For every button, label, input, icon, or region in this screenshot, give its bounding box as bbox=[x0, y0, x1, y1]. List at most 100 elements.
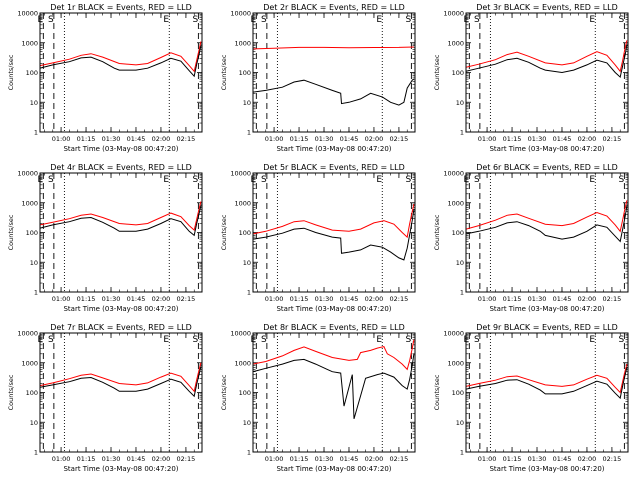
lld-series-line bbox=[253, 46, 414, 50]
plot-frame bbox=[252, 172, 416, 293]
y-axis-label: Counts/sec bbox=[220, 214, 228, 250]
events-series-line bbox=[253, 78, 415, 106]
y-axis-label: Counts/sec bbox=[220, 374, 228, 410]
chart-title: Det 7r BLACK = Events, RED = LLD bbox=[50, 323, 192, 332]
x-tick-label: 01:00 bbox=[478, 295, 497, 303]
y-tick-label: 10000 bbox=[17, 10, 38, 18]
y-tick-label: 1000 bbox=[21, 359, 38, 367]
chart-panel: Det 8r BLACK = Events, RED = LLD Counts/s… bbox=[220, 323, 416, 473]
chart-panel: Det 7r BLACK = Events, RED = LLD Counts/s… bbox=[7, 323, 203, 473]
event-marker-label: S bbox=[261, 15, 267, 25]
x-axis-label: Start Time (03-May-08 00:47:20) bbox=[63, 305, 178, 313]
x-tick-label: 02:00 bbox=[365, 295, 384, 303]
x-tick-label: 01:30 bbox=[315, 135, 334, 143]
y-tick-label: 10000 bbox=[17, 330, 38, 338]
x-axis-label: Start Time (03-May-08 00:47:20) bbox=[489, 145, 604, 153]
y-tick-label: 10 bbox=[30, 99, 38, 107]
x-tick-label: 01:45 bbox=[553, 135, 572, 143]
y-tick-label: 10000 bbox=[17, 170, 38, 178]
x-tick-label: 01:00 bbox=[478, 135, 497, 143]
chart-title: Det 3r BLACK = Events, RED = LLD bbox=[476, 3, 618, 12]
event-marker-label: S bbox=[261, 175, 267, 185]
event-marker-label: E bbox=[163, 335, 169, 345]
x-tick-label: 01:15 bbox=[503, 295, 522, 303]
x-tick-label: 02:00 bbox=[578, 135, 597, 143]
event-marker-label: S bbox=[193, 175, 199, 185]
x-tick-label: 01:30 bbox=[315, 295, 334, 303]
x-tick-label: 01:15 bbox=[290, 295, 309, 303]
chart-panel: Det 4r BLACK = Events, RED = LLD Counts/s… bbox=[7, 163, 203, 313]
y-tick-label: 1 bbox=[34, 129, 38, 137]
event-marker-label: S bbox=[193, 15, 199, 25]
x-tick-label: 02:00 bbox=[578, 455, 597, 463]
plot-frame bbox=[465, 172, 629, 293]
x-axis-label: Start Time (03-May-08 00:47:20) bbox=[276, 465, 391, 473]
lld-series-line bbox=[40, 201, 202, 232]
y-tick-label: 1 bbox=[34, 289, 38, 297]
y-tick-label: 1 bbox=[247, 449, 251, 457]
event-marker-label: S bbox=[619, 15, 625, 25]
lld-series-line bbox=[466, 40, 628, 73]
chart-title: Det 5r BLACK = Events, RED = LLD bbox=[263, 163, 405, 172]
y-tick-label: 1 bbox=[247, 129, 251, 137]
x-tick-label: 02:00 bbox=[152, 455, 171, 463]
event-marker-label: S bbox=[619, 335, 625, 345]
x-tick-label: 01:00 bbox=[265, 455, 284, 463]
x-tick-label: 01:45 bbox=[553, 295, 572, 303]
plot-frame bbox=[39, 332, 203, 453]
y-axis-label: Counts/sec bbox=[433, 54, 441, 90]
x-tick-label: 01:30 bbox=[528, 135, 547, 143]
x-tick-label: 02:00 bbox=[365, 135, 384, 143]
x-tick-label: 01:00 bbox=[52, 455, 71, 463]
y-tick-label: 10 bbox=[243, 99, 251, 107]
y-tick-label: 1 bbox=[34, 449, 38, 457]
chart-title: Det 4r BLACK = Events, RED = LLD bbox=[50, 163, 192, 172]
y-tick-label: 10 bbox=[30, 259, 38, 267]
x-tick-label: 02:15 bbox=[603, 295, 622, 303]
chart-title: Det 8r BLACK = Events, RED = LLD bbox=[263, 323, 405, 332]
x-tick-label: 01:45 bbox=[127, 455, 146, 463]
event-marker-label: S bbox=[406, 175, 412, 185]
y-tick-label: 1000 bbox=[447, 359, 464, 367]
events-series-line bbox=[253, 209, 415, 261]
events-series-line bbox=[466, 367, 628, 400]
y-tick-label: 1000 bbox=[234, 39, 251, 47]
x-tick-label: 02:15 bbox=[390, 135, 409, 143]
chart-panel: Det 9r BLACK = Events, RED = LLD Counts/s… bbox=[433, 323, 629, 473]
x-tick-label: 02:15 bbox=[177, 135, 196, 143]
event-marker-label: S bbox=[193, 335, 199, 345]
x-tick-label: 01:15 bbox=[503, 455, 522, 463]
y-tick-label: 1000 bbox=[21, 39, 38, 47]
event-marker-label: S bbox=[48, 175, 54, 185]
y-tick-label: 10 bbox=[456, 419, 464, 427]
x-tick-label: 01:00 bbox=[52, 135, 71, 143]
events-series-line bbox=[40, 205, 202, 237]
events-series-line bbox=[40, 366, 202, 398]
x-tick-label: 02:15 bbox=[603, 135, 622, 143]
x-axis-label: Start Time (03-May-08 00:47:20) bbox=[63, 145, 178, 153]
event-marker-label: S bbox=[261, 335, 267, 345]
y-tick-label: 10 bbox=[30, 419, 38, 427]
events-series-line bbox=[466, 205, 628, 243]
event-marker-label: S bbox=[406, 15, 412, 25]
lld-series-line bbox=[253, 339, 415, 371]
y-tick-label: 10000 bbox=[230, 10, 251, 18]
plot-frame bbox=[39, 172, 203, 293]
event-marker-label: S bbox=[619, 175, 625, 185]
x-tick-label: 01:00 bbox=[265, 135, 284, 143]
events-series-line bbox=[466, 44, 628, 79]
x-tick-label: 01:15 bbox=[77, 295, 96, 303]
y-tick-label: 10000 bbox=[230, 170, 251, 178]
x-tick-label: 01:00 bbox=[265, 295, 284, 303]
y-tick-label: 10000 bbox=[443, 10, 464, 18]
event-marker-label: E bbox=[376, 15, 382, 25]
y-tick-label: 1 bbox=[247, 289, 251, 297]
event-marker-label: E bbox=[163, 175, 169, 185]
x-tick-label: 01:30 bbox=[102, 455, 121, 463]
x-tick-label: 01:15 bbox=[77, 135, 96, 143]
events-series-line bbox=[253, 353, 415, 420]
chart-panel: Det 3r BLACK = Events, RED = LLD Counts/s… bbox=[433, 3, 629, 153]
x-axis-label: Start Time (03-May-08 00:47:20) bbox=[276, 145, 391, 153]
x-tick-label: 01:15 bbox=[290, 455, 309, 463]
